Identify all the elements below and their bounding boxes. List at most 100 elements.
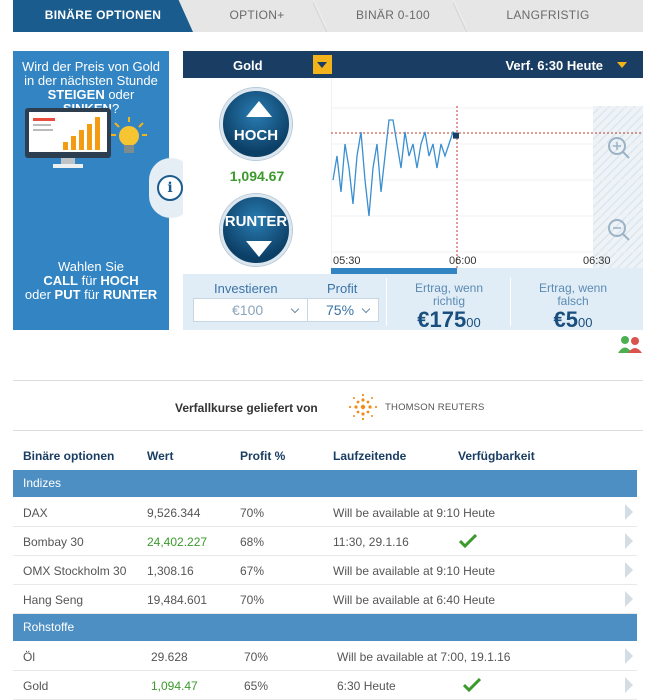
- thomson-reuters-brand: THOMSON REUTERS: [385, 402, 485, 413]
- row-arrow-icon[interactable]: [625, 677, 633, 693]
- promo-bold: PUT: [54, 287, 81, 302]
- col-header-availability[interactable]: Verfügbarkeit: [458, 449, 535, 463]
- promo-text: oder: [24, 287, 55, 302]
- divider: [386, 278, 387, 326]
- option-profit: 70%: [240, 506, 265, 520]
- future-zone: [593, 106, 643, 268]
- invest-value: €100: [232, 302, 264, 318]
- invest-bar: Investieren €100 Profit 75% Ertrag, wenn…: [183, 274, 643, 333]
- option-profit: 70%: [240, 593, 265, 607]
- zoom-in-icon[interactable]: [608, 137, 630, 159]
- arrow-up-icon: [246, 101, 272, 117]
- divider: [13, 380, 643, 381]
- profit-label: Profit: [327, 281, 358, 296]
- row-arrow-icon[interactable]: [625, 648, 633, 664]
- time-progress-track: [457, 268, 643, 274]
- option-expiry: Will be available at 9:10 Heute: [333, 506, 496, 520]
- down-button[interactable]: RUNTER: [220, 194, 292, 266]
- promo-bold: STEIGEN: [47, 87, 105, 102]
- row-arrow-icon[interactable]: [625, 591, 633, 607]
- option-expiry: 6:30 Heute: [337, 679, 396, 693]
- down-label: RUNTER: [224, 213, 288, 230]
- up-button[interactable]: HOCH: [220, 88, 292, 160]
- option-name: Hang Seng: [23, 593, 84, 607]
- table-row[interactable]: Öl 29.628 70% Will be available at 7:00, 19…: [13, 642, 637, 671]
- asset-dropdown[interactable]: [313, 55, 332, 74]
- tab-separator: [313, 0, 327, 32]
- zoom-out-icon[interactable]: [608, 219, 630, 241]
- invest-label: Investieren: [214, 281, 278, 296]
- col-header-value[interactable]: Wert: [147, 449, 174, 463]
- group-row: Rohstoffe: [13, 614, 637, 641]
- option-profit: 65%: [244, 679, 269, 693]
- promo-line: Wahlen Sie: [58, 259, 124, 274]
- chevron-down-icon: [361, 304, 371, 314]
- col-header-profit[interactable]: Profit %: [240, 449, 286, 463]
- option-value: 24,402.227: [147, 535, 208, 549]
- option-expiry: Will be available at 9:10 Heute: [333, 564, 496, 578]
- arrow-down-icon: [246, 241, 272, 257]
- option-name: DAX: [23, 506, 48, 520]
- tab-langfristig[interactable]: LANGFRISTIG: [506, 8, 590, 22]
- monitor-chart-icon: [25, 108, 111, 168]
- table-row[interactable]: Bombay 30 24,402.227 68% 11:30, 29.1.16: [13, 527, 637, 556]
- promo-panel: Wird der Preis von Gold in der nächsten …: [13, 51, 169, 330]
- invest-select[interactable]: €100: [193, 298, 308, 322]
- col-header-expiry[interactable]: Laufzeitende: [333, 449, 407, 463]
- up-label: HOCH: [233, 127, 279, 144]
- divider: [13, 430, 643, 431]
- option-value: 29.628: [151, 650, 188, 664]
- col-header-option[interactable]: Binäre optionen: [23, 449, 115, 463]
- tab-option-plus[interactable]: OPTION+: [229, 8, 285, 22]
- promo-bold: HOCH: [100, 273, 139, 288]
- option-profit: 68%: [240, 535, 265, 549]
- option-profit: 67%: [240, 564, 265, 578]
- table-row[interactable]: OMX Stockholm 30 1,308.16 67% Will be avail…: [13, 556, 637, 585]
- row-arrow-icon[interactable]: [625, 562, 633, 578]
- promo-line: oder PUT für RUNTER: [17, 288, 165, 302]
- profit-select[interactable]: 75%: [307, 298, 379, 322]
- option-name: OMX Stockholm 30: [23, 564, 127, 578]
- option-expiry: Will be available at 7:00, 19.1.16: [337, 650, 511, 664]
- asset-name: Gold: [233, 58, 263, 73]
- lightbulb-icon: [111, 117, 147, 153]
- win-amount: €17500: [404, 307, 494, 333]
- promo-bold: RUNTER: [102, 287, 158, 302]
- users-icon[interactable]: [617, 334, 643, 354]
- price-chart[interactable]: 05:30 06:00 06:30: [331, 78, 643, 274]
- x-tick-label: 06:00: [449, 255, 477, 267]
- option-value: 1,308.16: [147, 564, 194, 578]
- row-arrow-icon[interactable]: [625, 533, 633, 549]
- expiry-dropdown[interactable]: [617, 55, 629, 74]
- table-row[interactable]: Hang Seng 19,484.601 70% Will be available …: [13, 585, 637, 614]
- price-series-line: [332, 119, 458, 217]
- option-name: Bombay 30: [23, 535, 84, 549]
- expiry-label[interactable]: Verf. 6:30 Heute: [505, 58, 603, 73]
- option-expiry: Will be available at 6:40 Heute: [333, 593, 496, 607]
- product-tabs: BINÄRE OPTIONEN OPTION+ BINÄR 0-100 LANG…: [13, 0, 643, 32]
- reuters-text: Verfallkurse geliefert von: [175, 401, 318, 415]
- tab-binaere-optionen[interactable]: BINÄRE OPTIONEN: [13, 0, 193, 32]
- promo-text: für: [80, 287, 103, 302]
- group-row: Indizes: [13, 470, 637, 497]
- tab-binaer-0-100[interactable]: BINÄR 0-100: [356, 8, 430, 22]
- chevron-down-icon: [617, 62, 627, 68]
- thomson-reuters-logo-icon: [348, 393, 378, 421]
- promo-line: in der nächsten Stunde: [24, 73, 158, 88]
- option-profit: 70%: [244, 650, 269, 664]
- row-arrow-icon[interactable]: [625, 504, 633, 520]
- check-icon: [463, 678, 481, 692]
- option-value: 1,094.47: [151, 679, 198, 693]
- promo-text: oder: [104, 87, 135, 102]
- chart-grid: [331, 107, 643, 253]
- table-row[interactable]: DAX 9,526.344 70% Will be available at 9:10…: [13, 498, 637, 527]
- current-price: 1,094.67: [229, 168, 285, 184]
- promo-question: Wird der Preis von Gold in der nächsten …: [13, 51, 169, 116]
- chevron-down-icon: [317, 62, 327, 68]
- option-value: 19,484.601: [147, 593, 208, 607]
- promo-line: STEIGEN oder: [19, 88, 163, 102]
- promo-text: für: [77, 273, 101, 288]
- info-icon[interactable]: i: [157, 175, 183, 201]
- x-tick-label: 05:30: [333, 255, 361, 267]
- promo-bold: CALL: [43, 273, 78, 288]
